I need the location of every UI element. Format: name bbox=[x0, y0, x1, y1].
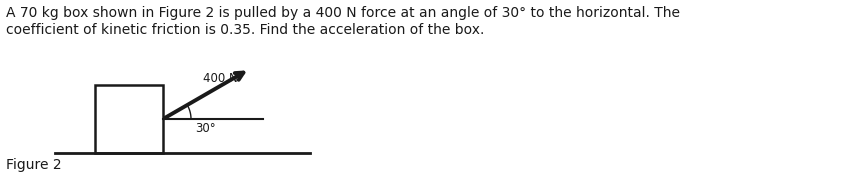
Text: Figure 2: Figure 2 bbox=[6, 158, 62, 172]
Text: 30°: 30° bbox=[195, 122, 215, 135]
Text: 400 N: 400 N bbox=[203, 73, 237, 85]
Text: A 70 kg box shown in Figure 2 is pulled by a 400 N force at an angle of 30° to t: A 70 kg box shown in Figure 2 is pulled … bbox=[6, 6, 680, 20]
Bar bbox=[95, 85, 163, 153]
Text: coefficient of kinetic friction is 0.35. Find the acceleration of the box.: coefficient of kinetic friction is 0.35.… bbox=[6, 23, 484, 37]
